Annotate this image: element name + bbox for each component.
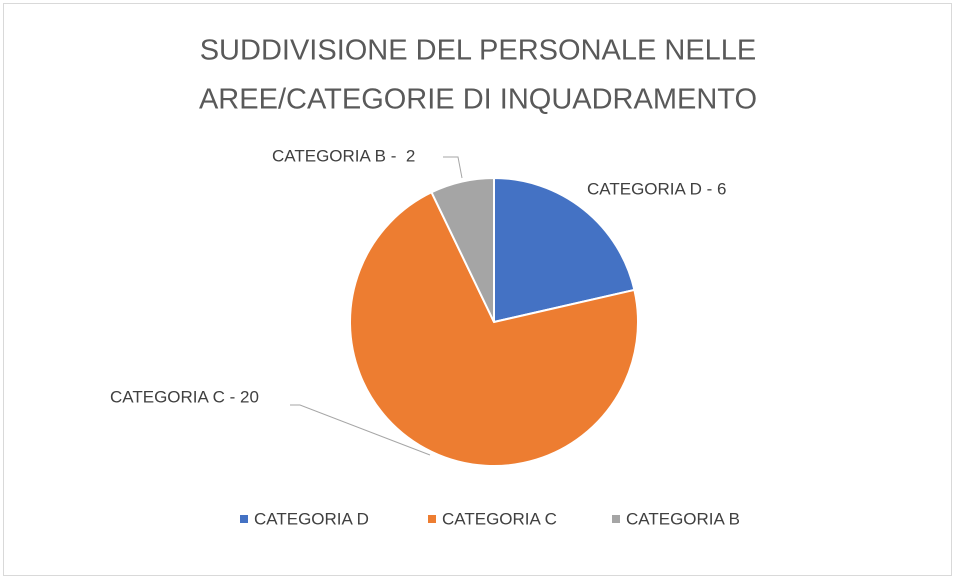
data-label: CATEGORIA B - 2 — [272, 146, 415, 165]
legend-label: CATEGORIA B — [626, 509, 740, 528]
data-label: CATEGORIA D - 6 — [587, 179, 727, 198]
legend-label: CATEGORIA C — [442, 509, 557, 528]
pie-slice — [430, 176, 495, 323]
leader-line — [443, 156, 463, 179]
legend-label: CATEGORIA D — [254, 509, 369, 528]
legend-swatch — [240, 515, 248, 523]
chart-title: AREE/CATEGORIE DI INQUADRAMENTO — [199, 84, 757, 116]
pie-slice — [493, 176, 636, 324]
pie-slice — [349, 190, 639, 467]
chart-title: SUDDIVISIONE DEL PERSONALE NELLE — [200, 35, 757, 67]
legend-swatch — [612, 515, 620, 523]
leader-line — [290, 404, 431, 456]
data-label: CATEGORIA C - 20 — [110, 387, 259, 406]
legend-swatch — [428, 515, 436, 523]
